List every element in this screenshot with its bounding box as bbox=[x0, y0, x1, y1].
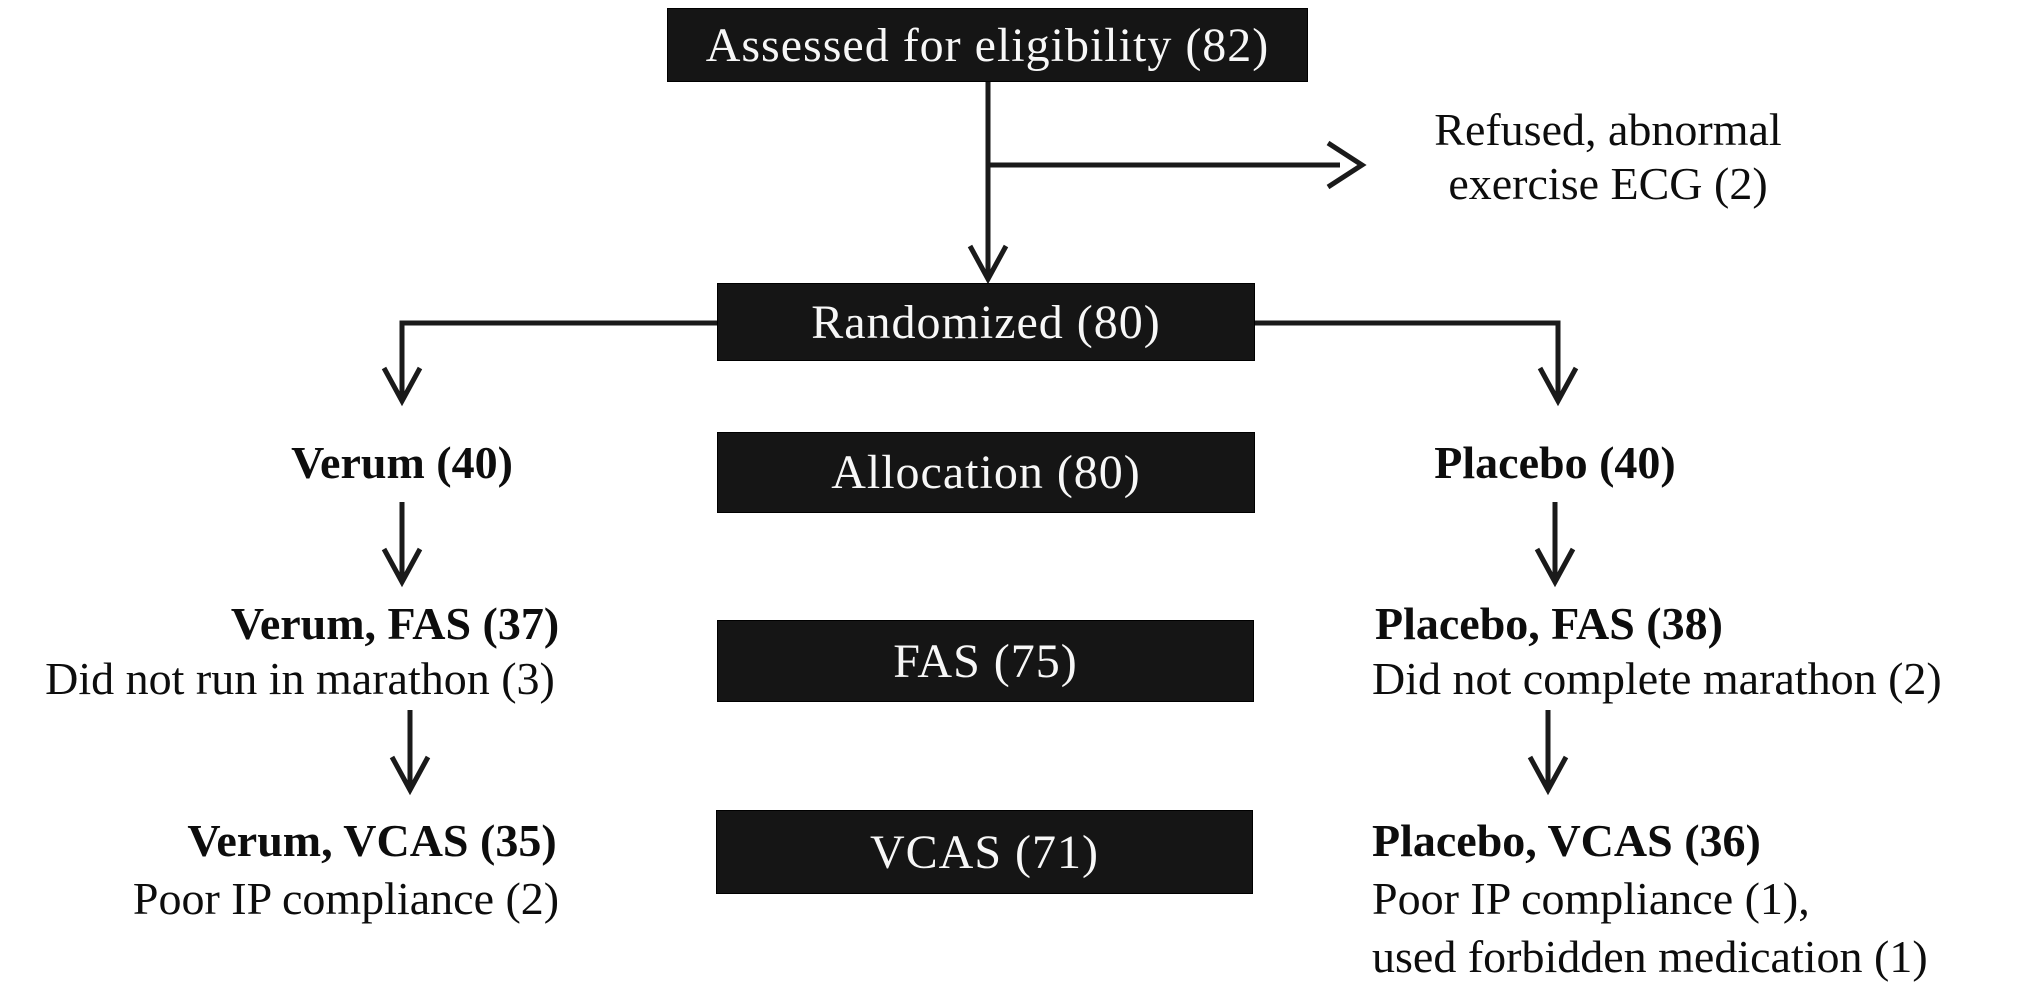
arrow-placebo-to-vcas bbox=[1527, 710, 1569, 796]
arrow-verum-to-fas bbox=[381, 502, 423, 588]
excluded-note-line2: exercise ECG (2) bbox=[1448, 158, 1768, 210]
randomized-box: Randomized (80) bbox=[717, 283, 1255, 361]
verum-fas-label: Verum, FAS (37) bbox=[230, 598, 560, 649]
excluded-note-line1: Refused, abnormal bbox=[1434, 104, 1782, 155]
vcas-box: VCAS (71) bbox=[716, 810, 1253, 894]
verum-allocated-label: Verum (40) bbox=[291, 437, 513, 488]
verum-vcas-label: Verum, VCAS (35) bbox=[187, 815, 557, 866]
placebo-vcas-label: Placebo, VCAS (36) bbox=[1372, 815, 1761, 866]
fas-box: FAS (75) bbox=[717, 620, 1254, 702]
arrow-excluded bbox=[988, 140, 1367, 190]
eligibility-box: Assessed for eligibility (82) bbox=[667, 8, 1308, 82]
placebo-fas-label: Placebo, FAS (38) bbox=[1375, 598, 1723, 649]
arrow-verum-to-vcas bbox=[389, 710, 431, 796]
verum-fas-note: Did not run in marathon (3) bbox=[45, 653, 555, 704]
verum-vcas-note: Poor IP compliance (2) bbox=[132, 873, 560, 924]
placebo-allocated-label: Placebo (40) bbox=[1434, 437, 1676, 488]
arrow-randomized-to-placebo bbox=[1254, 320, 1579, 407]
arrow-placebo-to-fas bbox=[1534, 502, 1576, 588]
excluded-note: Refused, abnormal exercise ECG (2) bbox=[1388, 103, 1828, 212]
arrow-eligibility-to-randomized bbox=[967, 82, 1009, 285]
allocation-box: Allocation (80) bbox=[717, 432, 1255, 513]
placebo-vcas-note-line2: used forbidden medication (1) bbox=[1372, 931, 1928, 982]
placebo-vcas-note-line1: Poor IP compliance (1), bbox=[1372, 873, 1810, 924]
placebo-fas-note: Did not complete marathon (2) bbox=[1372, 653, 1942, 704]
arrow-randomized-to-verum bbox=[381, 320, 717, 407]
